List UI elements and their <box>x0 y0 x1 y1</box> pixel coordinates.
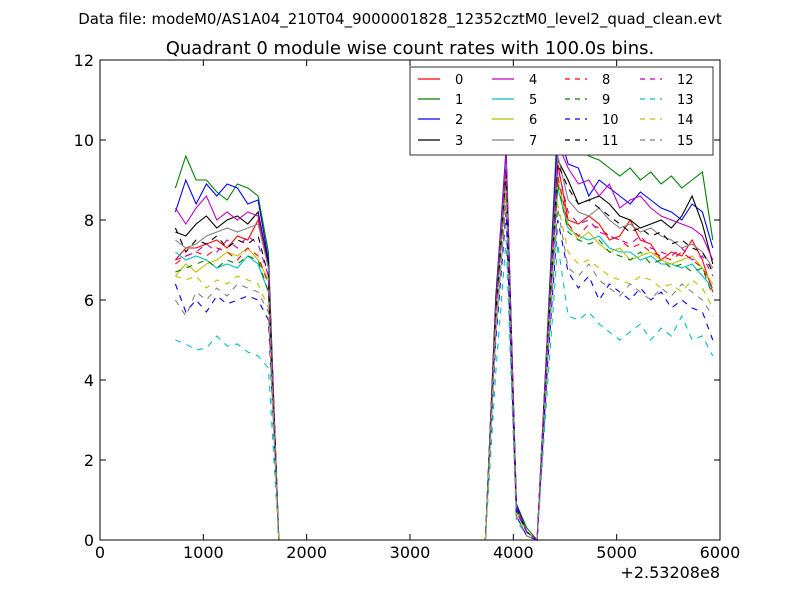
legend-label-10: 10 <box>602 113 619 128</box>
series-line-9 <box>175 179 714 542</box>
legend-label-6: 6 <box>529 113 537 128</box>
chart-title: Quadrant 0 module wise count rates with … <box>166 38 655 59</box>
legend-label-5: 5 <box>529 93 537 108</box>
x-tick-label: 1000 <box>183 543 224 562</box>
x-tick-label: 5000 <box>596 543 637 562</box>
series-line-10 <box>174 211 714 541</box>
series-line-12 <box>175 167 714 542</box>
series-line-6 <box>174 175 714 542</box>
y-tick-label: 6 <box>84 291 94 310</box>
series-line-2 <box>174 127 714 542</box>
legend-label-0: 0 <box>455 73 463 88</box>
legend-label-1: 1 <box>455 93 463 108</box>
series-layer <box>174 115 714 542</box>
series-line-8 <box>175 171 714 542</box>
series-line-15 <box>174 199 714 541</box>
legend-label-8: 8 <box>602 73 610 88</box>
series-line-14 <box>175 195 714 541</box>
y-tick-label: 4 <box>84 371 94 390</box>
x-tick-label: 3000 <box>390 543 431 562</box>
series-line-5 <box>175 179 714 542</box>
figure-suptitle: Data file: modeM0/AS1A04_210T04_90000018… <box>78 10 722 29</box>
x-offset-label: +2.53208e8 <box>620 563 720 582</box>
x-tick-label: 0 <box>95 543 105 562</box>
y-tick-label: 12 <box>74 51 94 70</box>
legend-label-2: 2 <box>455 113 463 128</box>
legend-label-3: 3 <box>455 134 463 149</box>
series-line-4 <box>174 143 714 542</box>
legend-label-9: 9 <box>602 93 610 108</box>
legend-frame <box>409 66 714 156</box>
y-tick-label: 2 <box>84 451 94 470</box>
y-tick-label: 0 <box>84 531 94 550</box>
series-line-11 <box>174 163 714 542</box>
legend-label-13: 13 <box>677 93 694 108</box>
x-tick-label: 2000 <box>286 543 327 562</box>
series-line-1 <box>174 115 714 542</box>
legend-label-4: 4 <box>529 73 537 88</box>
legend-label-12: 12 <box>677 73 694 88</box>
legend-label-7: 7 <box>529 134 537 149</box>
legend-label-14: 14 <box>677 113 694 128</box>
x-tick-label: 4000 <box>493 543 534 562</box>
series-line-13 <box>175 239 714 541</box>
series-line-3 <box>175 157 714 542</box>
y-tick-label: 8 <box>84 211 94 230</box>
legend-label-15: 15 <box>677 134 694 149</box>
legend-label-11: 11 <box>602 134 619 149</box>
y-tick-label: 10 <box>74 131 94 150</box>
x-tick-label: 6000 <box>700 543 741 562</box>
